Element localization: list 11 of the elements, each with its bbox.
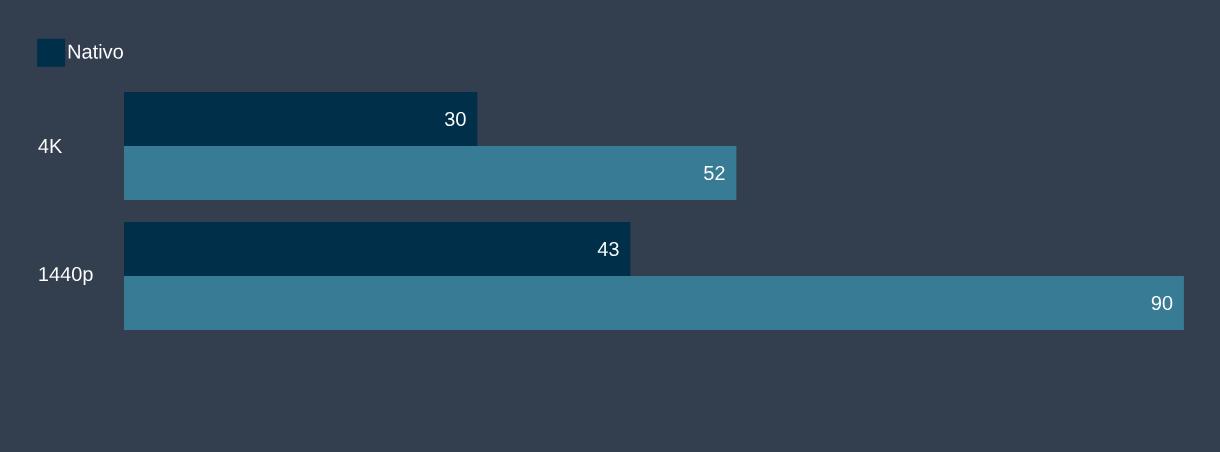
- bar: [124, 92, 478, 146]
- data-label: 52: [704, 165, 725, 181]
- bar: [124, 276, 1184, 330]
- data-label: 30: [444, 111, 466, 127]
- bar: [124, 222, 631, 276]
- bar: [124, 146, 737, 200]
- data-label: 90: [1151, 295, 1173, 311]
- y-tick-label: 4K: [38, 139, 63, 153]
- legend-label: Nativo: [68, 44, 123, 59]
- y-tick-label: 1440p: [39, 266, 93, 286]
- data-label: 43: [597, 241, 619, 257]
